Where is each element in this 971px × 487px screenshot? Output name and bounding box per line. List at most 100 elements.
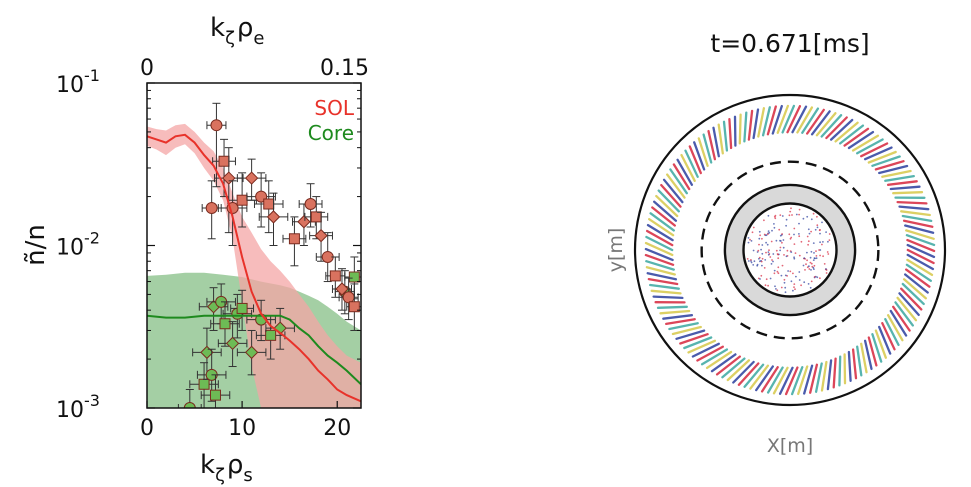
inner-speckle [773, 269, 776, 272]
turbulence-stripe [669, 168, 688, 195]
inner-speckle [758, 256, 761, 259]
inner-speckle [788, 214, 791, 217]
core-point [219, 318, 231, 330]
sol-point [266, 210, 281, 224]
inner-speckle [826, 251, 829, 253]
inner-speckle [772, 260, 774, 263]
inner-speckle [792, 289, 794, 292]
turbulence-stripe [691, 342, 720, 358]
sol-point [218, 155, 230, 167]
inner-speckle [793, 257, 796, 260]
inner-speckle [781, 233, 783, 235]
sol-point [297, 215, 311, 229]
inner-speckle [821, 221, 823, 224]
inner-speckle [798, 222, 800, 225]
inner-speckle [803, 281, 806, 284]
inner-speckle [806, 251, 808, 254]
turbulence-stripe [668, 322, 699, 331]
inner-speckle [750, 240, 753, 242]
inner-speckle [767, 214, 770, 217]
turbulence-stripe [791, 105, 808, 134]
inner-speckle [760, 248, 762, 251]
turbulence-stripe [796, 106, 814, 134]
inner-speckle [777, 272, 780, 275]
inner-speckle [750, 261, 753, 264]
turbulence-stripe [825, 116, 848, 140]
inner-speckle [768, 249, 770, 252]
inner-speckle [776, 270, 779, 273]
turbulence-stripe [665, 318, 696, 326]
inner-speckle [783, 254, 785, 256]
turbulence-stripe [707, 129, 717, 161]
turbulence-stripe [649, 283, 680, 290]
turbulence-stripe [889, 185, 921, 191]
inner-speckle [764, 284, 767, 287]
inner-solid-ring [742, 202, 838, 298]
legend-sol: SOL [314, 96, 354, 120]
inner-speckle [761, 244, 764, 246]
inner-speckle [810, 269, 812, 271]
inner-speckle [810, 218, 813, 221]
inner-speckle [779, 249, 781, 252]
dashed-ring [700, 160, 880, 340]
turbulence-stripe [676, 158, 694, 186]
inner-speckle [751, 231, 754, 234]
inner-speckle [764, 259, 767, 261]
inner-speckle [813, 252, 815, 254]
inner-speckle [747, 237, 750, 239]
turbulence-stripe [820, 114, 843, 138]
sol-point [314, 228, 328, 243]
inner-speckle [810, 230, 812, 233]
turbulence-stripe [884, 174, 915, 182]
inner-speckle [810, 280, 813, 283]
x-tick-label: 20 [323, 416, 351, 441]
x-axis-ticks: 0 10 20 [140, 401, 351, 441]
inner-speckle [825, 272, 828, 274]
inner-speckle [798, 213, 800, 216]
core-point [198, 378, 210, 390]
inner-speckle [763, 267, 766, 269]
turbulence-stripe [680, 153, 696, 182]
turbulence-stripe [839, 124, 865, 145]
turbulence-stripe [672, 163, 691, 191]
sol-band [147, 123, 361, 408]
turbulence-stripe [749, 364, 770, 390]
inner-speckle [806, 235, 809, 238]
inner-speckle [819, 254, 821, 257]
turbulence-stripe [645, 235, 674, 252]
inner-speckle [822, 255, 824, 258]
turbulence-stripe [778, 366, 794, 395]
turbulence-stripe [657, 189, 680, 213]
inner-speckle [784, 286, 787, 289]
inner-speckle [806, 259, 808, 262]
inner-speckle [800, 240, 803, 243]
turbulence-stripe [847, 130, 875, 150]
turbulence-stripe [847, 350, 852, 382]
turbulence-stripe [898, 292, 920, 317]
inner-speckle [810, 250, 813, 253]
inner-speckle [808, 232, 811, 235]
sol-point [236, 194, 248, 206]
inner-speckle [803, 257, 806, 259]
turbulence-stripe [645, 260, 675, 271]
turbulence-stripe [902, 219, 934, 228]
inner-speckle [791, 214, 793, 216]
inner-speckle [774, 217, 777, 220]
turbulence-stripe [860, 342, 868, 374]
inner-speckle [814, 228, 817, 231]
inner-speckle [781, 241, 783, 244]
turbulence-stripe [881, 322, 896, 351]
inner-speckle [776, 289, 779, 292]
turbulence-stripe [881, 169, 912, 178]
sol-point [335, 282, 349, 296]
turbulence-stripe [647, 277, 679, 286]
turbulence-stripe [871, 155, 901, 167]
turbulence-stripe [693, 141, 706, 171]
inner-speckle [777, 253, 779, 256]
inner-speckle [794, 252, 797, 255]
turbulence-stripe [651, 206, 676, 227]
inner-speckle [767, 251, 770, 254]
top-axis-ticks: 0 0.15 [140, 56, 369, 90]
inner-speckle [821, 243, 823, 246]
inner-speckle [827, 253, 830, 255]
